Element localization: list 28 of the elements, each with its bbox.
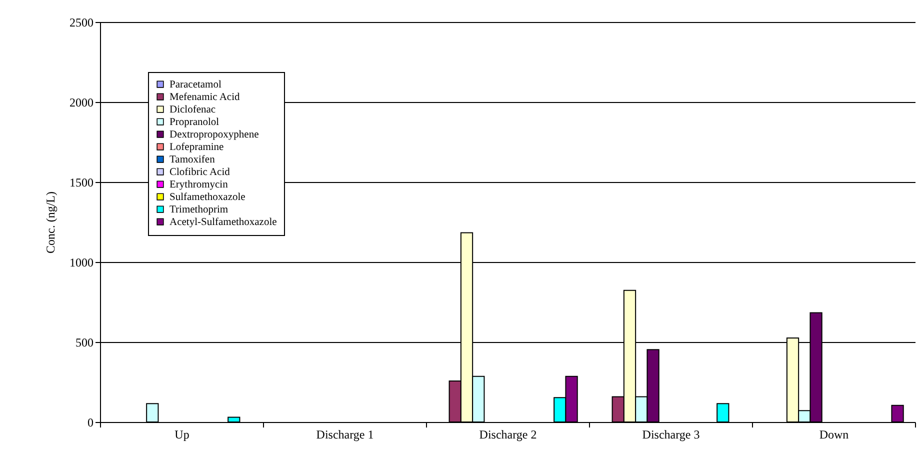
legend-label: Trimethoprim	[170, 204, 228, 216]
legend-label: Lofepramine	[170, 142, 224, 153]
legend-label: Erythromycin	[170, 179, 229, 190]
x-tick-label: Down	[819, 428, 849, 442]
legend-label: Tamoxifen	[170, 154, 216, 166]
legend-label: Acetyl-Sulfamethoxazole	[170, 216, 278, 228]
x-tick-label: Discharge 2	[479, 428, 537, 442]
y-tick-label: 2500	[70, 16, 94, 30]
bar	[891, 404, 904, 422]
bar	[228, 416, 240, 422]
legend-label: Dextropropoxyphene	[170, 129, 260, 140]
x-tick-label: Discharge 3	[642, 428, 700, 442]
y-tick-label: 500	[76, 336, 94, 350]
bar	[716, 403, 730, 422]
x-tick-label: Up	[174, 428, 190, 442]
y-axis-title: Conc. (ng/L)	[44, 192, 58, 254]
y-tick-label: 0	[88, 416, 94, 430]
bar	[146, 403, 159, 422]
y-tick-label: 1500	[70, 176, 94, 190]
legend-label: Diclofenac	[170, 104, 216, 116]
y-tick-label: 1000	[70, 256, 94, 270]
legend-label: Paracetamol	[170, 79, 222, 90]
x-tick-label: Discharge 1	[316, 428, 374, 442]
legend-label: Mefenamic Acid	[170, 92, 241, 103]
y-tick-label: 2000	[70, 96, 94, 110]
legend-label: Clofibric Acid	[170, 166, 231, 178]
legend-label: Propranolol	[170, 116, 220, 128]
legend-label: Sulfamethoxazole	[170, 192, 246, 203]
